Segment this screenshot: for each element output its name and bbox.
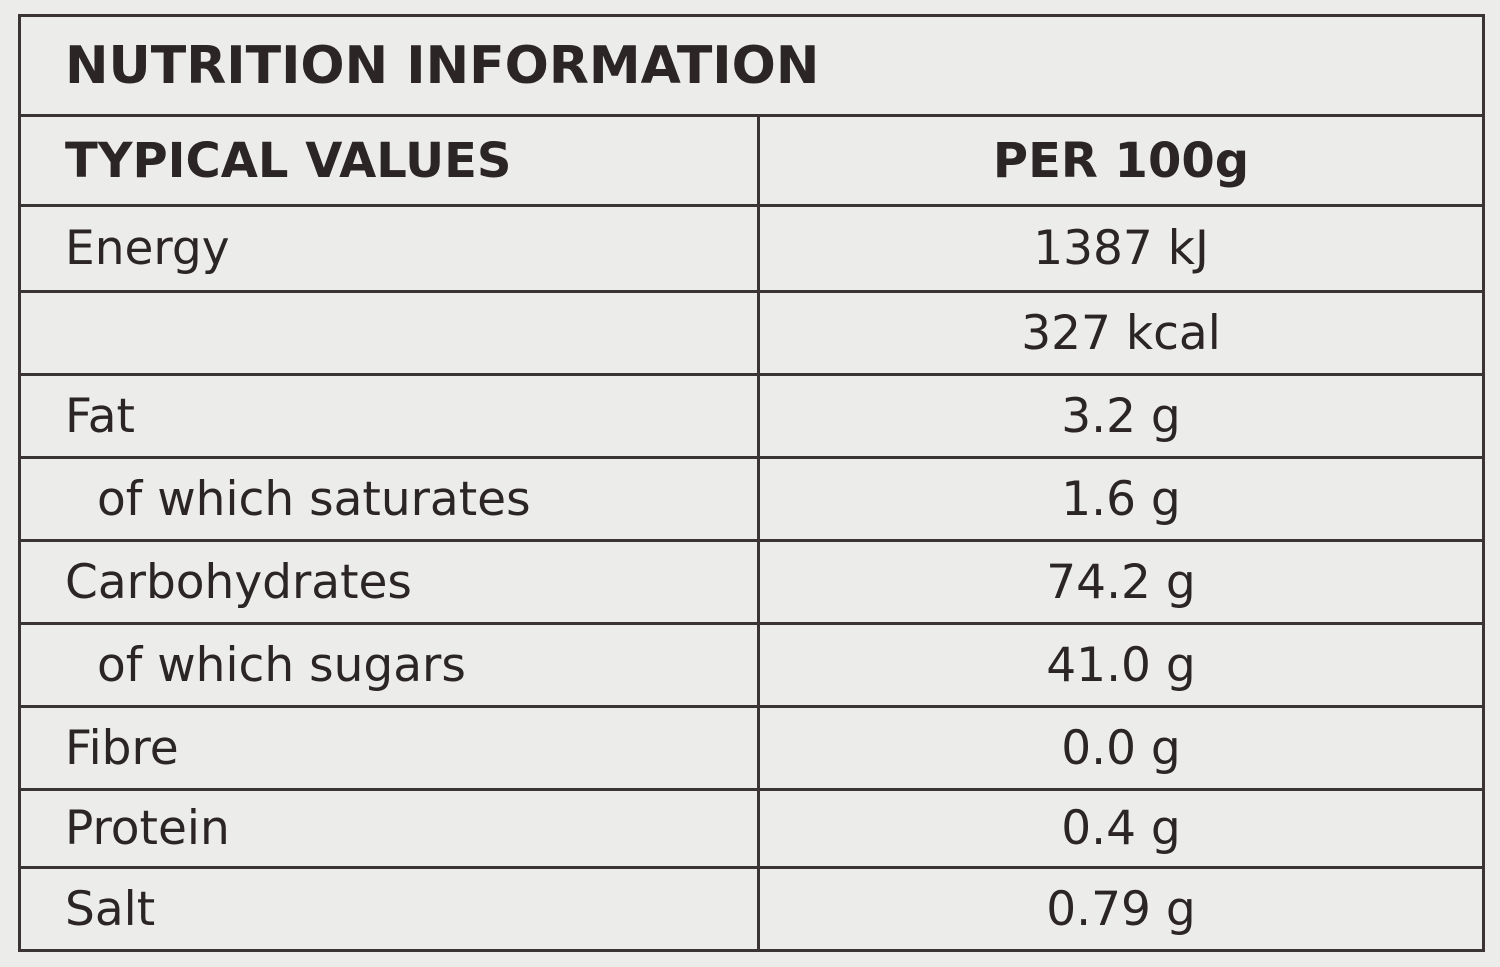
row: Protein 0.4 g	[18, 788, 1486, 869]
amount: 41.0 g	[756, 622, 1486, 708]
nutrition-table: NUTRITION INFORMATION TYPICAL VALUES PER…	[17, 14, 1486, 952]
row: Energy 1387 kJ	[18, 204, 1486, 293]
row: Carbohydrates 74.2 g	[18, 539, 1486, 625]
nutrient: of which saturates	[18, 456, 760, 542]
row: Fat 3.2 g	[18, 373, 1486, 459]
nutrient: of which sugars	[18, 622, 760, 708]
column-header: TYPICAL VALUES	[18, 114, 760, 207]
amount: 0.79 g	[756, 866, 1486, 952]
title-row: NUTRITION INFORMATION	[17, 14, 1486, 117]
amount: 1387 kJ	[756, 204, 1486, 293]
table-title: NUTRITION INFORMATION	[17, 14, 1486, 117]
amount: 74.2 g	[756, 539, 1486, 625]
amount: 3.2 g	[756, 373, 1486, 459]
nutrient: Carbohydrates	[18, 539, 760, 625]
empty-cell	[18, 290, 760, 376]
amount: 0.0 g	[756, 705, 1486, 791]
row: Salt 0.79 g	[18, 866, 1486, 952]
nutrient: Fibre	[18, 705, 760, 791]
amount: 1.6 g	[756, 456, 1486, 542]
amount: 327 kcal	[756, 290, 1486, 376]
nutrient: Energy	[18, 204, 760, 293]
row: 327 kcal	[18, 290, 1486, 376]
header-row: TYPICAL VALUES PER 100g	[18, 114, 1486, 207]
column-header: PER 100g	[756, 114, 1486, 207]
row: Fibre 0.0 g	[18, 705, 1486, 791]
nutrient: Fat	[18, 373, 760, 459]
nutrient: Protein	[18, 788, 760, 869]
amount: 0.4 g	[756, 788, 1486, 869]
nutrient: Salt	[18, 866, 760, 952]
row: of which sugars 41.0 g	[18, 622, 1486, 708]
row: of which saturates 1.6 g	[18, 456, 1486, 542]
